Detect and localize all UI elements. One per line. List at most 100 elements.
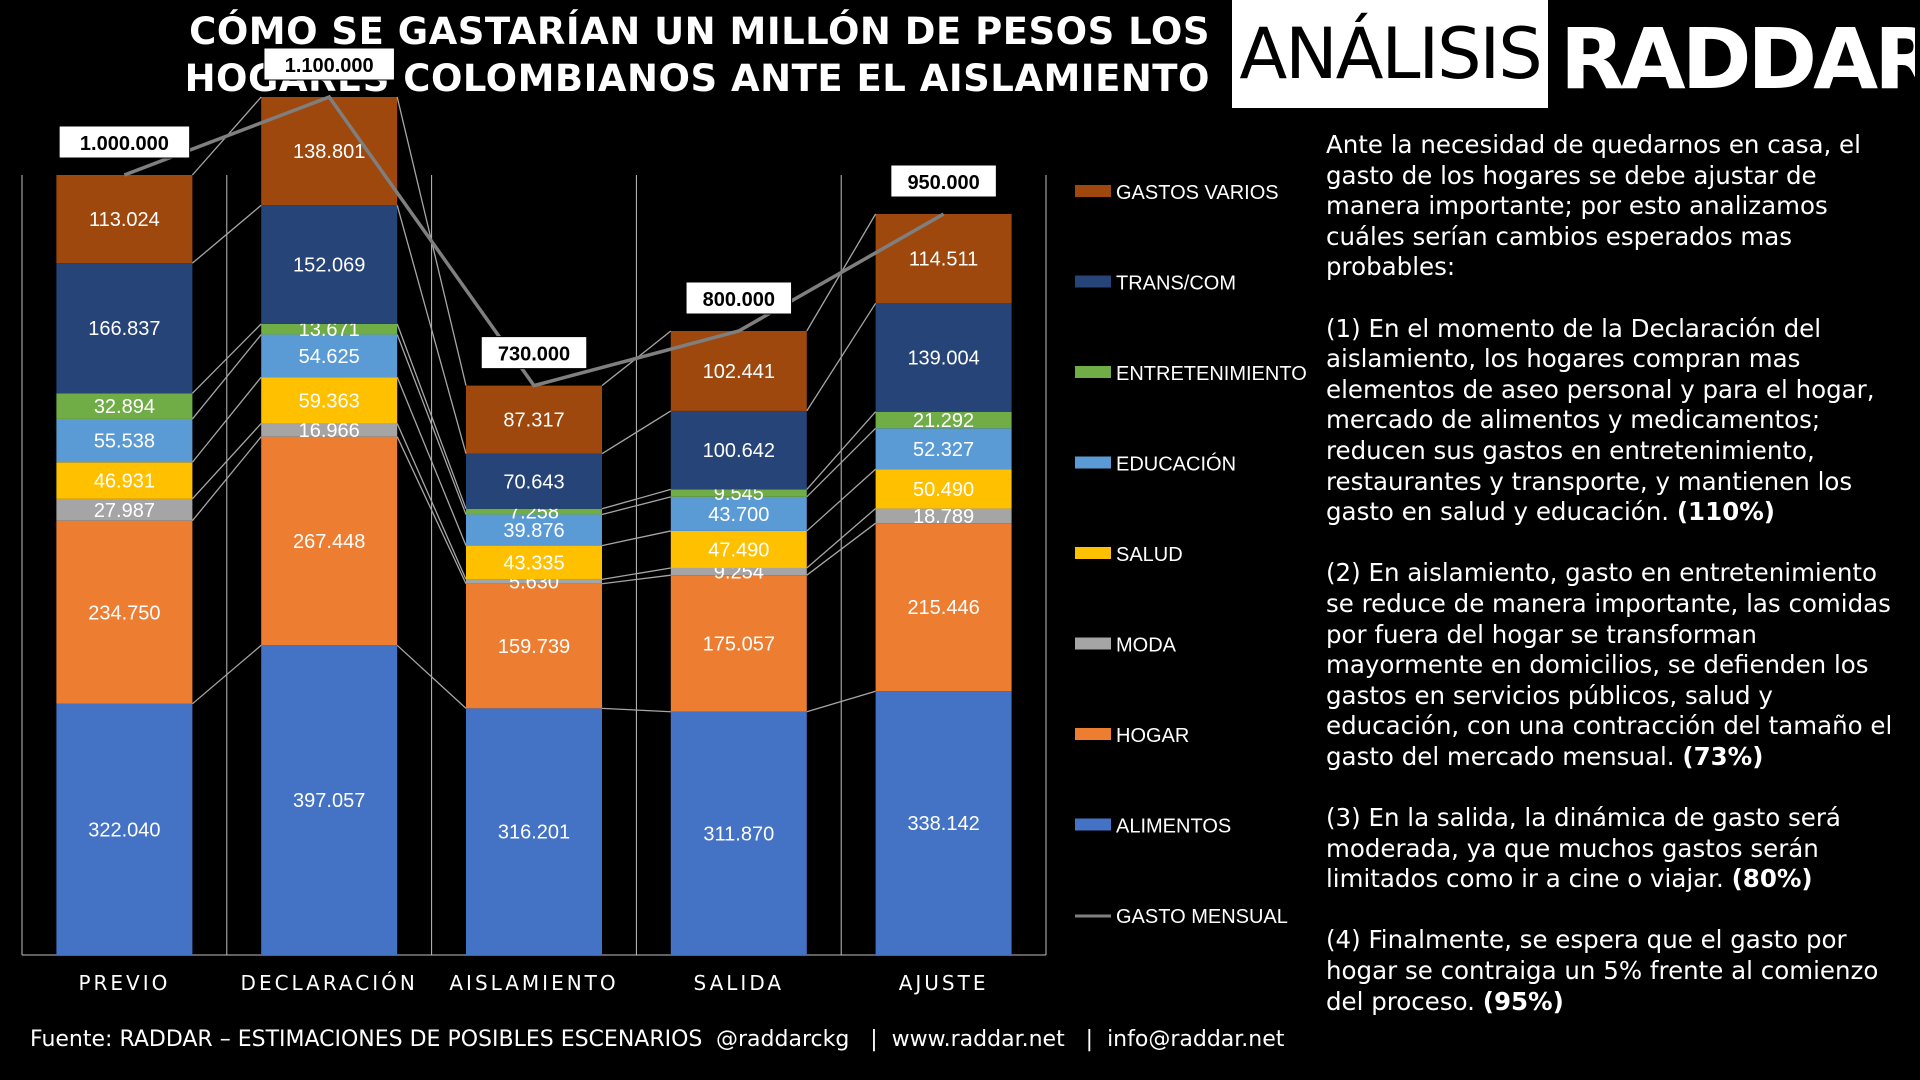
bar-segment-moda: [261, 423, 398, 437]
data-label: 311.870: [703, 823, 774, 845]
data-label: 322.040: [88, 819, 160, 841]
analysis-description: Ante la necesidad de quedarnos en casa, …: [1326, 130, 1912, 1048]
legend-swatch: [1075, 818, 1111, 831]
bar-segment-salud: [261, 377, 398, 424]
data-label: 21.292: [913, 410, 974, 432]
legend-swatch: [1075, 728, 1111, 740]
legend-label: MODA: [1116, 635, 1177, 657]
bar-segment-educaci-n: [56, 418, 193, 463]
series-connector: [806, 522, 876, 576]
total-label-box: [480, 336, 588, 370]
x-tick-label: SALIDA: [694, 971, 785, 995]
bar-segment-gastos-varios: [875, 213, 1012, 304]
total-label-box: [685, 281, 793, 315]
desc-point-2: (2) En aislamiento, gasto en entretenimi…: [1326, 558, 1893, 771]
legend-swatch: [1075, 637, 1111, 650]
bar-segment-salud: [670, 530, 807, 568]
raddar-logo-mark: RADDAR: [1560, 10, 1920, 108]
series-connector: [191, 376, 262, 463]
total-label: 950.000: [907, 172, 979, 194]
analysis-tag: ANÁLISIS: [1232, 0, 1548, 108]
x-tick-label: DECLARACIÓN: [241, 971, 418, 995]
data-label: 138.801: [293, 141, 365, 163]
data-label: 59.363: [299, 390, 360, 412]
contact-links[interactable]: @raddarckg | www.raddar.net | info@radda…: [716, 1027, 1285, 1052]
series-connector: [806, 690, 876, 713]
series-connector: [191, 644, 262, 705]
desc-point-3: (3) En la salida, la dinámica de gasto s…: [1326, 803, 1841, 894]
bar-segment-moda: [670, 567, 807, 576]
bar-segment-trans-com: [875, 303, 1012, 412]
bar-segment-entretenimiento: [56, 393, 193, 419]
title-line-1: CÓMO SE GASTARÍAN UN MILLÓN DE PESOS LOS: [189, 10, 1210, 53]
svg-text:RADDAR: RADDAR: [1560, 10, 1915, 100]
x-tick-label: AJUSTE: [899, 971, 989, 995]
bar-segment-trans-com: [670, 410, 807, 490]
bar-segment-entretenimiento: [261, 323, 398, 335]
stacked-bar-chart: 322.040 234.750 27.987 46.931 55.538 32.894 16…: [21, 47, 1307, 995]
bar-segment-entretenimiento: [670, 489, 807, 497]
bar-segment-entretenimiento: [466, 508, 602, 515]
bar-segment-entretenimiento: [875, 411, 1012, 429]
bar-segment-educaci-n: [466, 514, 602, 546]
series-connector: [396, 323, 467, 510]
series-connector: [191, 323, 262, 394]
series-connector: [601, 410, 672, 455]
legend-swatch: [1075, 547, 1111, 559]
bar-segment-moda: [56, 498, 193, 521]
raddar-logo: RADDAR: [1560, 8, 1920, 108]
legend-label: GASTOS VARIOS: [1116, 182, 1279, 204]
data-label: 234.750: [88, 602, 160, 624]
desc-point-1: (1) En el momento de la Declaración del …: [1326, 313, 1875, 527]
data-label: 267.448: [293, 531, 365, 553]
total-label: 730.000: [498, 344, 570, 366]
series-connector: [601, 574, 671, 585]
legend-swatch: [1075, 366, 1111, 378]
series-connector: [191, 436, 262, 522]
x-tick-label: PREVIO: [78, 971, 170, 995]
source-note: Fuente: RADDAR – ESTIMACIONES DE POSIBLE…: [30, 1027, 703, 1052]
bar-segment-alimentos: [875, 691, 1012, 955]
data-label: 175.057: [703, 633, 775, 655]
data-label: 152.069: [293, 255, 365, 277]
legend-label: ALIMENTOS: [1116, 816, 1231, 838]
bar-segment-alimentos: [261, 645, 398, 955]
data-label: 139.004: [907, 348, 979, 370]
total-line: [123, 94, 945, 388]
series-connector: [396, 423, 467, 580]
legend-swatch: [1075, 185, 1111, 197]
data-label: 16.966: [299, 420, 360, 442]
series-connector: [601, 488, 671, 510]
data-label: 39.876: [503, 520, 564, 542]
desc-point-4: (4) Finalmente, se espera que el gasto p…: [1326, 925, 1879, 1016]
data-label: 47.490: [708, 539, 769, 561]
series-connector: [806, 302, 877, 412]
desc-intro: Ante la necesidad de quedarnos en casa, …: [1326, 130, 1861, 282]
data-label: 43.335: [503, 552, 564, 574]
data-label: 87.317: [503, 410, 564, 432]
series-connector: [806, 427, 877, 498]
series-connector: [396, 205, 467, 454]
bar-segment-gastos-varios: [466, 385, 602, 454]
series-connector: [601, 707, 671, 713]
series-connector: [396, 376, 467, 546]
bar-segment-alimentos: [466, 708, 602, 955]
data-label: 114.511: [909, 249, 978, 271]
data-label: 50.490: [913, 479, 974, 501]
data-label: 100.642: [703, 440, 775, 462]
bar-segment-moda: [875, 508, 1012, 524]
data-label: 397.057: [293, 790, 365, 812]
total-label: 1.100.000: [285, 55, 374, 77]
bar-segment-salud: [56, 462, 193, 499]
series-connector: [191, 204, 262, 264]
bar-segment-alimentos: [56, 703, 193, 955]
legend-label: SALUD: [1116, 544, 1183, 566]
data-label: 338.142: [907, 813, 979, 835]
series-connector: [396, 436, 467, 585]
data-label: 70.643: [503, 471, 564, 493]
data-label: 102.441: [703, 361, 775, 383]
x-tick-label: AISLAMIENTO: [449, 971, 618, 995]
series-connector: [806, 468, 877, 532]
total-label: 1.000.000: [80, 133, 169, 155]
legend-label: ENTRETENIMIENTO: [1116, 363, 1307, 385]
